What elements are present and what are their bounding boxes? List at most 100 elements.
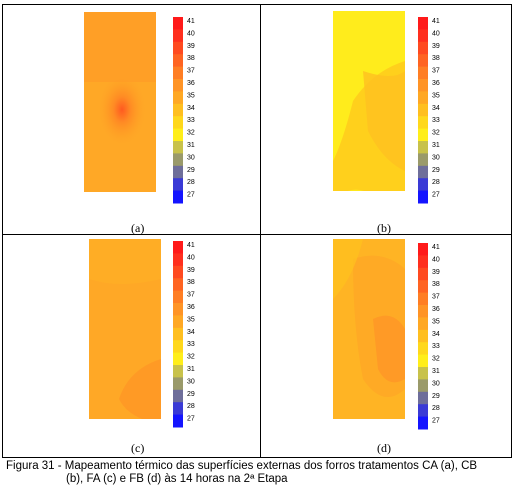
colorbar-tick-label: 30 [187,154,195,161]
thermal-map-d [333,239,405,419]
colorbar-tick-label: 38 [187,279,195,286]
colorbar-swatch [418,66,428,80]
colorbar-swatch [173,190,183,204]
colorbar-tick-label: 38 [432,281,440,288]
colorbar-swatch [173,340,183,354]
colorbar-swatch [173,141,183,154]
colorbar-tick-label: 28 [432,405,440,412]
colorbar-swatch [418,416,428,430]
colorbar-tick-label: 39 [187,43,195,50]
colorbar-swatch [173,79,183,92]
colorbar-tick-label: 33 [187,341,195,348]
colorbar-swatch [418,342,428,356]
colorbar-swatch [418,379,428,393]
colorbar-swatch [418,404,428,418]
panel-c: 41 40 39 38 37 36 35 34 33 32 31 30 29 28 27 (c) [2,234,261,458]
colorbar-c: 41 40 39 38 37 36 35 34 33 32 31 30 29 28 27 [173,241,195,428]
colorbar-tick-label: 31 [432,142,440,149]
colorbar-tick-label: 27 [432,192,440,199]
colorbar-tick-label: 36 [187,304,195,311]
colorbar-tick-label: 32 [187,354,195,361]
colorbar-tick-label: 30 [432,380,440,387]
colorbar-swatch [173,389,183,403]
colorbar-d: 41 40 39 38 37 36 35 34 33 32 31 30 29 28 27 [418,243,440,430]
colorbar-tick-label: 32 [187,130,195,137]
colorbar-tick-label: 31 [187,366,195,373]
colorbar-tick-label: 28 [187,179,195,186]
colorbar-tick-label: 40 [187,254,195,261]
colorbar-swatch [418,367,428,380]
colorbar-swatch [418,391,428,405]
colorbar-swatch [173,414,183,428]
colorbar-tick-label: 27 [187,192,195,199]
figure-caption: Figura 31 - Mapeamento térmico das super… [6,460,506,486]
colorbar-tick-label: 30 [187,378,195,385]
colorbar-tick-label: 28 [432,179,440,186]
colorbar-swatch [173,66,183,80]
colorbar-tick-label: 38 [432,55,440,62]
colorbar-tick-label: 35 [432,92,440,99]
colorbar-tick-label: 29 [432,393,440,400]
colorbar-tick-label: 36 [432,80,440,87]
colorbar-tick-label: 27 [187,416,195,423]
colorbar-swatch [418,153,428,167]
colorbar-swatch [418,141,428,154]
colorbar-swatch [418,255,428,269]
caption-line-2: (b), FA (c) e FB (d) às 14 horas na 2ª E… [66,473,288,485]
colorbar-swatch [173,352,183,366]
colorbar-tick-label: 40 [432,30,440,37]
colorbar-swatch [418,178,428,192]
colorbar-swatch [173,265,183,279]
panel-label-d: (d) [377,441,391,455]
colorbar-tick-label: 29 [432,167,440,174]
colorbar-tick-label: 29 [187,167,195,174]
colorbar-tick-label: 36 [432,306,440,313]
thermal-map-a [84,12,156,192]
colorbar-tick-label: 41 [187,18,195,25]
colorbar-a: 41 40 39 38 37 36 35 34 33 32 31 30 29 28 27 [173,17,195,204]
colorbar-tick-label: 34 [432,105,440,112]
colorbar-swatch [418,41,428,55]
colorbar-swatch [418,267,428,281]
colorbar-swatch [418,305,428,318]
colorbar-swatch [418,128,428,142]
colorbar-tick-label: 34 [432,331,440,338]
colorbar-tick-label: 39 [187,267,195,274]
colorbar-swatch [418,317,428,331]
thermal-map-c [89,239,161,419]
colorbar-tick-label: 32 [432,130,440,137]
panel-b: 41 40 39 38 37 36 35 34 33 32 31 30 29 28 27 (b) [260,4,512,235]
colorbar-tick-label: 31 [187,142,195,149]
colorbar-swatch [173,116,183,130]
colorbar-swatch [173,365,183,378]
colorbar-tick-label: 33 [187,117,195,124]
colorbar-swatch [418,280,428,294]
colorbar-tick-label: 31 [432,368,440,375]
colorbar-swatch [418,292,428,306]
colorbar-swatch [418,91,428,105]
colorbar-tick-label: 35 [187,316,195,323]
colorbar-swatch [173,241,183,254]
panel-label-a: (a) [131,221,145,235]
colorbar-swatch [173,54,183,68]
colorbar-tick-label: 36 [187,80,195,87]
colorbar-swatch [173,315,183,329]
colorbar-swatch [173,253,183,267]
panel-label-c: (c) [131,441,145,455]
colorbar-b: 41 40 39 38 37 36 35 34 33 32 31 30 29 28 27 [418,17,440,204]
colorbar-swatch [418,243,428,256]
colorbar-tick-label: 30 [432,154,440,161]
colorbar-swatch [173,290,183,304]
thermal-map-b [333,11,405,191]
colorbar-swatch [173,165,183,179]
colorbar-swatch [418,17,428,30]
colorbar-swatch [418,354,428,368]
colorbar-tick-label: 28 [187,403,195,410]
colorbar-tick-label: 27 [432,418,440,425]
colorbar-swatch [173,377,183,391]
colorbar-swatch [173,402,183,416]
colorbar-tick-label: 37 [187,68,195,75]
colorbar-swatch [173,103,183,117]
colorbar-swatch [418,103,428,117]
